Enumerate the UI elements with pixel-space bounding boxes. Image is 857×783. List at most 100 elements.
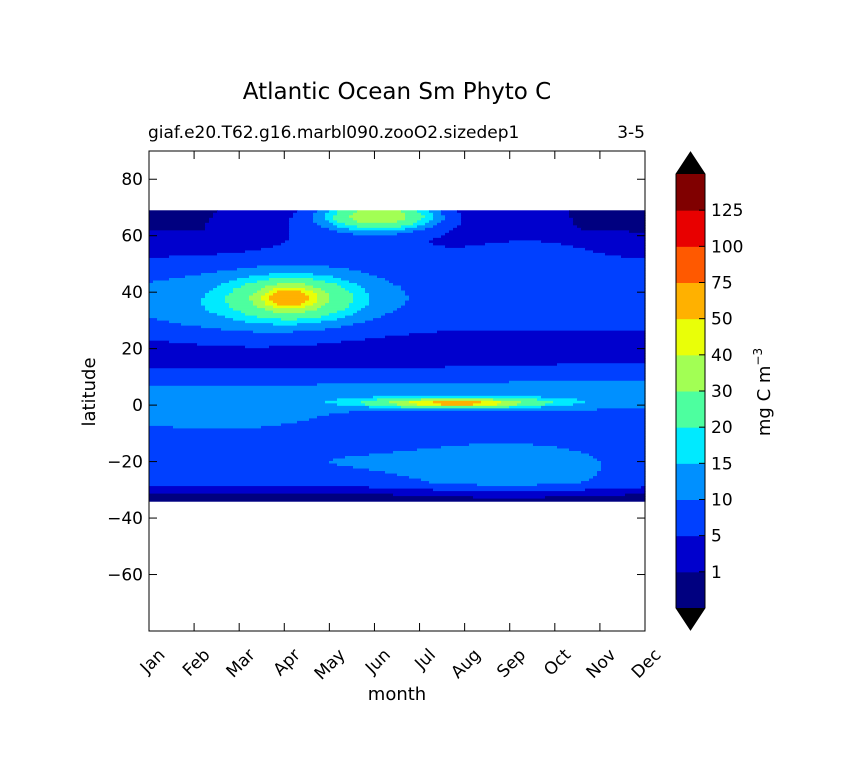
contour-cell bbox=[149, 393, 646, 397]
contour-cell bbox=[149, 293, 206, 297]
contour-cell bbox=[429, 220, 442, 224]
contour-cell bbox=[149, 222, 206, 226]
y-axis-label: latitude bbox=[79, 357, 100, 426]
contour-cell bbox=[381, 315, 646, 319]
contour-cell bbox=[217, 313, 246, 317]
contour-cell bbox=[201, 272, 270, 277]
contour-cell bbox=[457, 225, 578, 229]
colorbar-label-superscript: −3 bbox=[751, 348, 765, 366]
colorbar-segment bbox=[676, 499, 705, 537]
contour-cell bbox=[149, 267, 238, 272]
contour-cell bbox=[205, 222, 290, 226]
contour-cell bbox=[333, 222, 346, 226]
contour-cell bbox=[217, 252, 606, 257]
contour-cell bbox=[273, 293, 306, 297]
contour-cell bbox=[149, 310, 210, 314]
contour-cell bbox=[317, 415, 646, 419]
contour-cell bbox=[149, 483, 478, 487]
contour-cell bbox=[305, 310, 338, 314]
contour-cell bbox=[149, 313, 218, 317]
contour-cell bbox=[445, 365, 646, 369]
contour-cell bbox=[593, 455, 646, 460]
x-tick-label: Aug bbox=[447, 645, 485, 683]
contour-cell bbox=[581, 481, 646, 485]
y-tick-label: −20 bbox=[107, 453, 143, 473]
contour-cell bbox=[409, 400, 434, 404]
contour-cell bbox=[349, 267, 646, 272]
contour-cell bbox=[445, 245, 466, 249]
contour-cell bbox=[389, 280, 646, 284]
colorbar-outline bbox=[675, 151, 706, 631]
colorbar-tick-label: 10 bbox=[711, 491, 733, 511]
contour-cell bbox=[417, 225, 434, 229]
contour-cell bbox=[385, 335, 646, 339]
colorbar-segment bbox=[676, 210, 705, 247]
contour-cell bbox=[313, 217, 326, 221]
contour-cell bbox=[213, 288, 234, 292]
contour-cell bbox=[337, 318, 374, 322]
contour-cell bbox=[345, 222, 414, 226]
x-tick-label: Jun bbox=[361, 645, 395, 679]
contour-cell bbox=[313, 215, 326, 219]
contour-cell bbox=[149, 360, 646, 364]
contour-cell bbox=[149, 435, 646, 440]
contour-cell bbox=[521, 400, 554, 404]
contour-cell bbox=[441, 235, 646, 239]
contour-cell bbox=[149, 220, 210, 224]
contour-cell bbox=[217, 285, 242, 289]
contour-cell bbox=[325, 212, 338, 216]
contour-cell bbox=[149, 368, 646, 372]
contour-cell bbox=[401, 305, 646, 309]
contour-cell bbox=[581, 450, 646, 455]
contour-cell bbox=[629, 230, 646, 234]
contour-cell bbox=[149, 320, 170, 324]
contour-cell bbox=[429, 240, 510, 244]
contour-cell bbox=[377, 275, 646, 279]
x-tick-label: Feb bbox=[179, 645, 214, 680]
contour-cell bbox=[225, 298, 250, 302]
contour-cell bbox=[329, 265, 646, 269]
contour-cell bbox=[541, 240, 646, 244]
contour-cell bbox=[149, 250, 246, 254]
contour-cell bbox=[545, 496, 646, 500]
contour-cell bbox=[149, 466, 354, 470]
contour-cell bbox=[233, 290, 258, 294]
colorbar-tick-label: 20 bbox=[711, 418, 733, 438]
colorbar-tick-label: 5 bbox=[711, 527, 722, 547]
contour-cell bbox=[149, 390, 646, 394]
contour-cell bbox=[369, 300, 406, 304]
contour-cell bbox=[365, 320, 646, 324]
contour-cell bbox=[557, 445, 646, 450]
contour-cell bbox=[373, 318, 646, 322]
contour-cell bbox=[205, 225, 290, 229]
contour-cell bbox=[337, 463, 602, 467]
contour-cell bbox=[149, 403, 338, 407]
contour-cell bbox=[149, 210, 218, 214]
contour-cell bbox=[149, 405, 370, 409]
contour-cell bbox=[237, 267, 350, 272]
contour-cell bbox=[329, 293, 354, 297]
contour-cell bbox=[353, 295, 370, 299]
contour-cell bbox=[149, 235, 290, 239]
contour-cell bbox=[213, 215, 294, 219]
contour-cell bbox=[401, 225, 418, 229]
contour-cell bbox=[353, 293, 370, 297]
x-tick-label: Apr bbox=[270, 645, 305, 680]
contour-cell bbox=[149, 295, 206, 299]
contour-cell bbox=[149, 493, 394, 497]
contour-cell bbox=[149, 481, 430, 485]
contour-cell bbox=[385, 277, 646, 282]
colorbar-tick-label: 50 bbox=[711, 310, 733, 330]
contour-cell bbox=[149, 418, 310, 422]
contour-cell bbox=[349, 290, 366, 294]
y-tick-label: 0 bbox=[132, 396, 143, 416]
contour-cell bbox=[369, 303, 406, 307]
contour-cell bbox=[149, 212, 214, 216]
contour-cell bbox=[269, 345, 646, 349]
contour-cell bbox=[353, 323, 646, 327]
y-axis: 80 60 40 20 0 −20 −40 −60 bbox=[107, 170, 645, 586]
contour-cell bbox=[149, 288, 214, 292]
contour-cell bbox=[205, 293, 230, 297]
contour-cell bbox=[349, 305, 366, 309]
